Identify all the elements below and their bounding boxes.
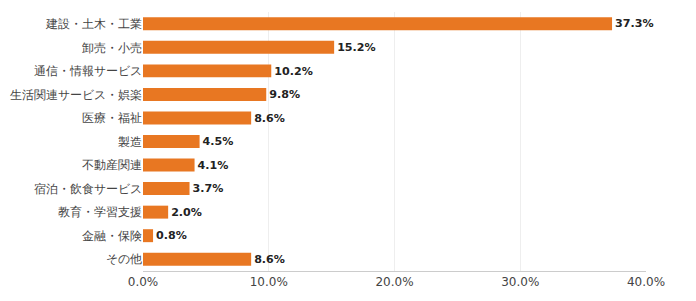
svg-text:製造: 製造 <box>118 135 142 149</box>
svg-text:不動産関連: 不動産関連 <box>82 158 142 172</box>
svg-text:40.0%: 40.0% <box>627 275 665 289</box>
svg-text:その他: その他 <box>106 252 142 266</box>
svg-text:3.7%: 3.7% <box>193 182 224 195</box>
svg-text:金融・保険: 金融・保険 <box>82 229 142 243</box>
svg-text:8.6%: 8.6% <box>254 112 285 125</box>
svg-text:4.1%: 4.1% <box>198 159 229 172</box>
svg-text:医療・福祉: 医療・福祉 <box>82 111 142 125</box>
svg-text:生活関連サービス・娯楽: 生活関連サービス・娯楽 <box>10 88 142 102</box>
svg-text:0.0%: 0.0% <box>128 275 159 289</box>
svg-text:9.8%: 9.8% <box>269 88 300 101</box>
svg-text:10.2%: 10.2% <box>274 65 313 78</box>
svg-text:20.0%: 20.0% <box>375 275 413 289</box>
svg-text:宿泊・飲食サービス: 宿泊・飲食サービス <box>34 182 142 196</box>
svg-text:卸売・小売: 卸売・小売 <box>82 41 142 55</box>
svg-text:2.0%: 2.0% <box>171 206 202 219</box>
svg-text:15.2%: 15.2% <box>337 41 376 54</box>
svg-text:10.0%: 10.0% <box>250 275 288 289</box>
svg-text:8.6%: 8.6% <box>254 253 285 266</box>
svg-text:通信・情報サービス: 通信・情報サービス <box>34 64 142 78</box>
svg-text:教育・学習支援: 教育・学習支援 <box>58 205 142 219</box>
svg-text:0.8%: 0.8% <box>156 229 187 242</box>
svg-text:37.3%: 37.3% <box>615 17 654 30</box>
svg-text:30.0%: 30.0% <box>501 275 539 289</box>
svg-text:建設・土木・工業: 建設・土木・工業 <box>45 17 142 31</box>
svg-text:4.5%: 4.5% <box>203 135 234 148</box>
